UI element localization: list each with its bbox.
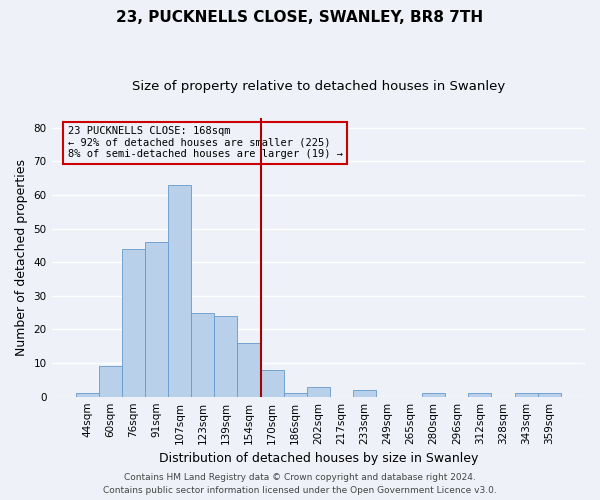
Bar: [515, 394, 538, 396]
Bar: [307, 386, 330, 396]
Bar: [422, 394, 445, 396]
Y-axis label: Number of detached properties: Number of detached properties: [15, 158, 28, 356]
Bar: [238, 343, 260, 396]
Text: 23 PUCKNELLS CLOSE: 168sqm
← 92% of detached houses are smaller (225)
8% of semi: 23 PUCKNELLS CLOSE: 168sqm ← 92% of deta…: [68, 126, 343, 160]
Bar: [191, 312, 214, 396]
Bar: [260, 370, 284, 396]
Text: 23, PUCKNELLS CLOSE, SWANLEY, BR8 7TH: 23, PUCKNELLS CLOSE, SWANLEY, BR8 7TH: [116, 10, 484, 25]
Bar: [353, 390, 376, 396]
Text: Contains HM Land Registry data © Crown copyright and database right 2024.
Contai: Contains HM Land Registry data © Crown c…: [103, 474, 497, 495]
X-axis label: Distribution of detached houses by size in Swanley: Distribution of detached houses by size …: [158, 452, 478, 465]
Bar: [214, 316, 238, 396]
Bar: [284, 394, 307, 396]
Bar: [99, 366, 122, 396]
Bar: [122, 249, 145, 396]
Bar: [145, 242, 168, 396]
Bar: [538, 394, 561, 396]
Title: Size of property relative to detached houses in Swanley: Size of property relative to detached ho…: [131, 80, 505, 93]
Bar: [168, 185, 191, 396]
Bar: [469, 394, 491, 396]
Bar: [76, 394, 99, 396]
